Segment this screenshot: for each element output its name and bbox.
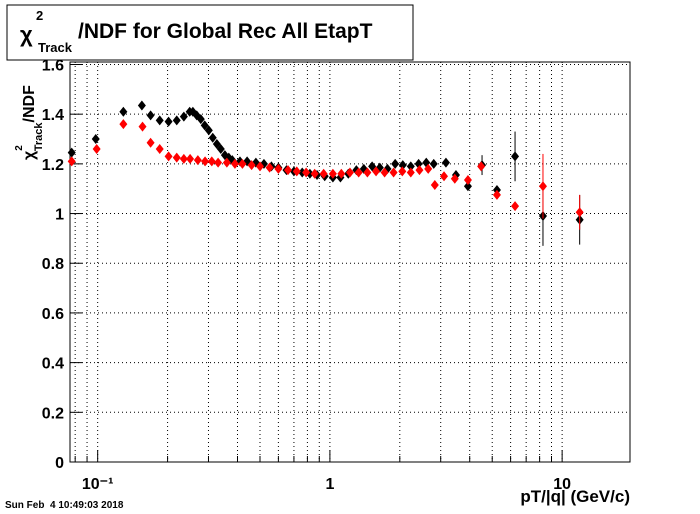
data-point [345, 167, 354, 178]
data-point [119, 106, 128, 117]
data-point [164, 116, 173, 127]
data-point [179, 111, 188, 122]
data-point [450, 173, 459, 184]
data-point [137, 100, 146, 111]
data-point [179, 153, 188, 164]
data-point [389, 167, 398, 178]
data-point [463, 175, 472, 186]
data-point [216, 143, 225, 154]
y-tick-label: 0 [55, 455, 64, 472]
data-point [214, 157, 223, 168]
y-label: χ2 Track/NDF [14, 85, 45, 160]
chart-title: χ2 Track/NDF for Global Rec All EtapT [20, 8, 373, 55]
y-label-text: χ2 Track/NDF [14, 85, 45, 160]
data-point [463, 181, 472, 192]
data-point [172, 115, 181, 126]
data-point [230, 158, 239, 169]
data-point [398, 160, 407, 171]
y-label-rest: /NDF [21, 85, 38, 123]
y-label-sub: Track [33, 122, 45, 152]
data-point [204, 125, 213, 136]
x-label: pT/|q| (GeV/c) [520, 487, 630, 506]
x-tick-label: 10 [553, 476, 571, 493]
data-point [274, 163, 283, 174]
y-tick-label: 0.4 [42, 356, 64, 373]
y-tick-label: 1.2 [42, 157, 64, 174]
data-point [492, 189, 501, 200]
data-point [196, 114, 205, 125]
data-point [238, 158, 247, 169]
data-point [511, 201, 520, 212]
data-point [201, 156, 210, 167]
data-point [92, 143, 101, 154]
footer-date: Sun Feb 4 10:49:03 2018 [5, 500, 124, 511]
data-point [372, 166, 381, 177]
y-tick-label: 0.2 [42, 405, 64, 422]
data-point [440, 171, 449, 182]
data-point [119, 119, 128, 130]
title-sub: Track [38, 40, 73, 55]
title-text: /NDF for Global Rec All EtapT [78, 20, 373, 43]
x-tick-label: 10⁻¹ [82, 476, 114, 493]
data-point [67, 147, 76, 158]
data-point [511, 151, 520, 162]
title-symbol: χ [20, 22, 33, 47]
title-box [6, 4, 414, 61]
data-point [292, 166, 301, 177]
data-point [430, 179, 439, 190]
data-point [155, 143, 164, 154]
data-point [67, 156, 76, 167]
y-label-sup: 2 [14, 145, 25, 151]
y-tick-label: 1 [55, 207, 64, 224]
data-point [328, 168, 337, 179]
data-point [310, 168, 319, 179]
data-point [398, 166, 407, 177]
y-tick-label: 0.8 [42, 256, 64, 273]
data-point [146, 110, 155, 121]
data-point [302, 167, 311, 178]
data-point [424, 163, 433, 174]
data-point [208, 132, 217, 143]
data-point [406, 167, 415, 178]
data-point [146, 137, 155, 148]
data-point [247, 160, 256, 171]
y-label-symbol: χ [21, 150, 38, 160]
data-point [406, 161, 415, 172]
data-point [363, 167, 372, 178]
data-point [222, 157, 231, 168]
y-tick-label: 1.6 [42, 57, 64, 74]
data-point [138, 121, 147, 132]
data-point [283, 165, 292, 176]
data-point [354, 167, 363, 178]
data-point [380, 167, 389, 178]
title-sup: 2 [36, 8, 43, 23]
data-point [172, 152, 181, 163]
data-point [207, 156, 216, 167]
data-point [200, 120, 209, 131]
plot-frame [69, 61, 631, 463]
data-point [265, 162, 274, 173]
data-point [477, 161, 486, 172]
data-point [391, 158, 400, 169]
data-point [429, 158, 438, 169]
data-point [155, 115, 164, 126]
data-point [441, 157, 450, 168]
data-point [91, 134, 100, 145]
data-point [319, 168, 328, 179]
data-point [415, 165, 424, 176]
y-tick-label: 0.6 [42, 306, 64, 323]
data-point [193, 155, 202, 166]
data-point [575, 207, 584, 218]
data-point [414, 158, 423, 169]
data-point [164, 151, 173, 162]
data-point [538, 181, 547, 192]
data-point [337, 168, 346, 179]
data-point [186, 153, 195, 164]
data-point [255, 161, 264, 172]
x-tick-label: 1 [325, 476, 334, 493]
y-tick-label: 1.4 [42, 107, 64, 124]
